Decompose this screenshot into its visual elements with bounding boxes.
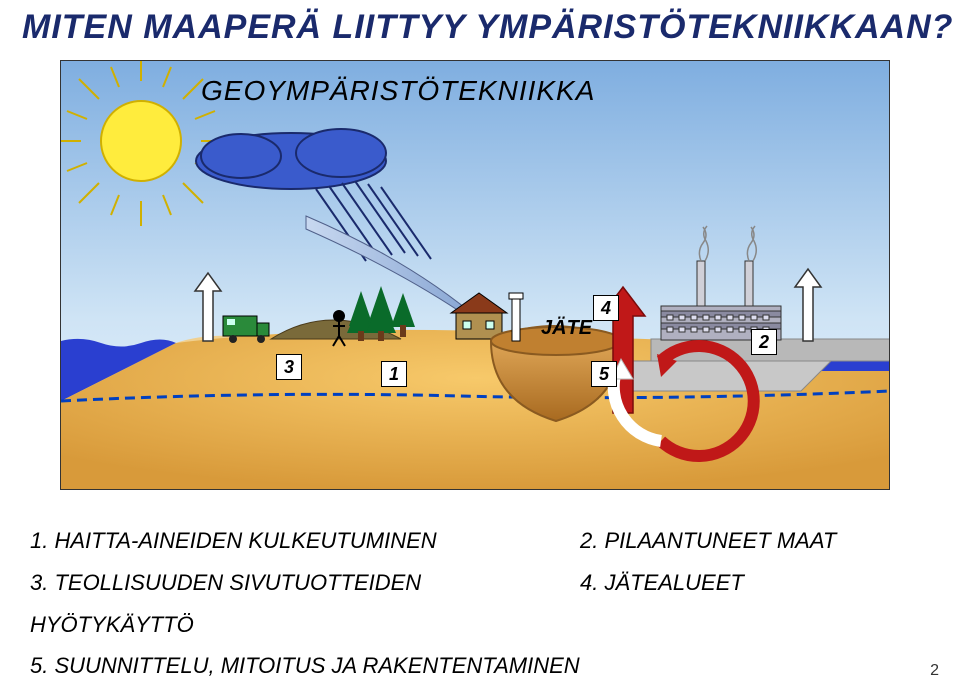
list-item-4: 4. JÄTEALUEET <box>580 562 930 646</box>
list-item-1: 1. HAITTA-AINEIDEN KULKEUTUMINEN <box>30 520 580 562</box>
page-title: MITEN MAAPERÄ LIITTYY YMPÄRISTÖTEKNIIKKA… <box>0 0 959 49</box>
diagram-svg <box>61 61 890 490</box>
list-item-3: 3. TEOLLISUUDEN SIVUTUOTTEIDEN HYÖTYKÄYT… <box>30 562 580 646</box>
page-number: 2 <box>930 662 939 680</box>
jate-label: JÄTE <box>541 317 592 340</box>
list-item-5: 5. SUUNNITTELU, MITOITUS JA RAKENTENTAMI… <box>30 645 580 687</box>
list: 1. HAITTA-AINEIDEN KULKEUTUMINEN 2. PILA… <box>30 520 930 687</box>
badge-5: 5 <box>591 361 617 387</box>
badge-1: 1 <box>381 361 407 387</box>
list-item-2: 2. PILAANTUNEET MAAT <box>580 520 930 562</box>
diagram-label: GEOYMPÄRISTÖTEKNIIKKA <box>201 75 595 107</box>
badge-3: 3 <box>276 354 302 380</box>
diagram-frame: GEOYMPÄRISTÖTEKNIIKKA JÄTE 1 2 3 4 5 <box>60 60 890 490</box>
badge-2: 2 <box>751 329 777 355</box>
badge-4: 4 <box>593 295 619 321</box>
